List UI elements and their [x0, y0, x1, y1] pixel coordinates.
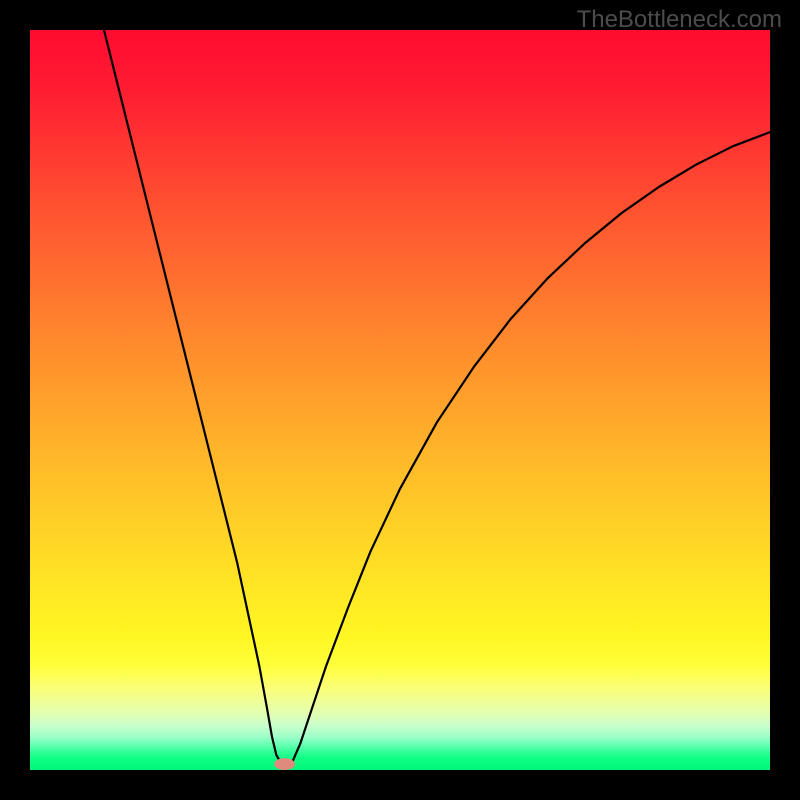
gradient-background [30, 30, 770, 770]
chart-container: TheBottleneck.com [0, 0, 800, 800]
plot-area [30, 30, 770, 770]
minimum-marker [274, 758, 295, 770]
plot-svg [30, 30, 770, 770]
